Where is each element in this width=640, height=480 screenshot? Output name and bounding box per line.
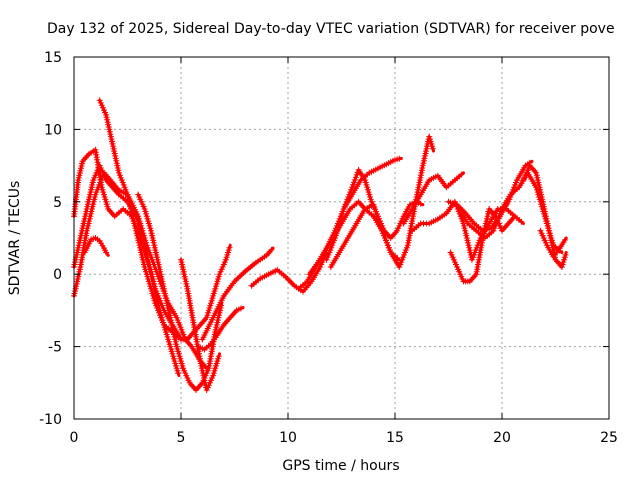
x-tick-label: 15 [386,430,404,446]
x-tick-label: 0 [70,430,79,446]
data-point-marker [458,171,465,178]
y-tick-label: -5 [48,340,62,356]
data-point-marker [510,215,517,222]
series-arc-9 [199,246,275,343]
data-point-marker [417,200,424,207]
data-point-marker [518,218,525,225]
data-point-marker [226,244,233,251]
series-arc-4 [81,235,110,257]
x-tick-label: 5 [177,430,186,446]
x-tick-label: 20 [493,430,511,446]
series-arc-6 [135,191,225,393]
data-point-marker [237,305,244,312]
series-arc-11 [295,133,436,292]
y-tick-label: 0 [53,267,62,283]
series-arc-12 [306,155,403,278]
series-arc-20 [520,162,569,270]
series-arc-17 [447,206,517,285]
series-line [72,148,181,378]
series-arc-3 [71,162,183,341]
series-arc-8 [195,305,245,353]
series-group [71,97,569,393]
plot-frame [73,56,610,420]
data-point-marker [561,237,568,243]
x-axis-label: GPS time / hours [282,458,399,474]
y-tick-label: -10 [39,412,62,428]
chart-title: Day 132 of 2025, Sidereal Day-to-day VTE… [47,21,615,37]
data-point-marker [175,370,182,377]
series-arc-2 [71,146,182,378]
data-point-marker [429,145,436,152]
y-axis-label: SDTVAR / TECUs [7,181,23,296]
series-line [196,306,245,351]
y-tick-label: 10 [44,122,62,138]
series-arc-7 [178,256,222,393]
series-arc-15 [400,171,465,227]
data-point-marker [268,246,275,253]
data-point-marker [396,155,403,162]
data-point-marker [215,353,222,360]
x-tick-label: 25 [600,430,618,446]
series-arc-21 [537,227,568,260]
data-point-marker [394,254,401,261]
data-point-marker [562,251,569,258]
data-point-marker [202,363,209,370]
x-tick-label: 10 [279,430,297,446]
data-point-marker [103,249,110,256]
y-tick-label: 15 [44,50,62,66]
series-arc-5 [96,97,233,343]
y-tick-label: 5 [53,195,62,211]
axis-ticks: 0 5 10 15 20 25 -10 -5 0 5 10 15 [39,50,618,446]
series-arc-14 [327,201,401,270]
